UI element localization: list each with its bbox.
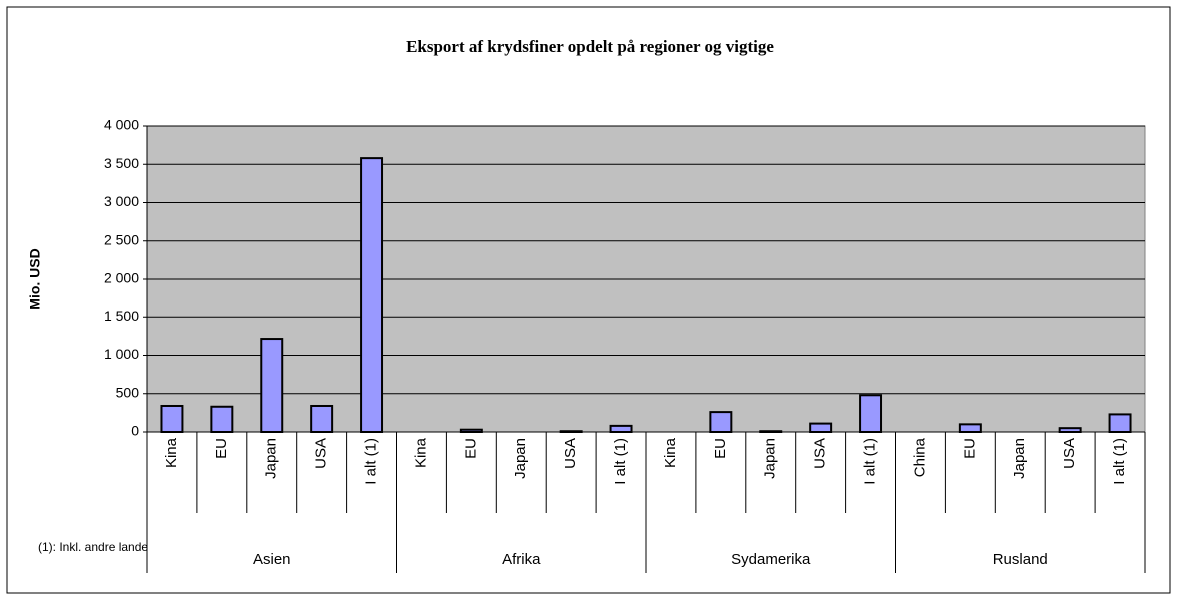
x-tick-label: Japan bbox=[512, 438, 529, 479]
bar bbox=[260, 338, 284, 433]
bar bbox=[759, 430, 783, 433]
bar bbox=[1058, 427, 1082, 433]
x-tick-label: USA bbox=[1061, 438, 1078, 469]
group-label: Sydamerika bbox=[731, 551, 811, 568]
x-tick-label: Japan bbox=[263, 438, 280, 479]
bar bbox=[709, 411, 733, 433]
bar bbox=[1108, 413, 1132, 433]
x-tick-label: I alt (1) bbox=[862, 438, 879, 485]
bar bbox=[559, 430, 583, 433]
group-label: Afrika bbox=[502, 551, 541, 568]
bar bbox=[809, 422, 833, 433]
y-tick-label: 500 bbox=[116, 384, 140, 400]
x-tick-label: Japan bbox=[762, 438, 779, 479]
x-tick-label: Japan bbox=[1011, 438, 1028, 479]
y-tick-label: 2 000 bbox=[104, 270, 139, 286]
bar bbox=[958, 423, 982, 434]
bar bbox=[160, 404, 184, 433]
bar bbox=[609, 424, 633, 434]
bar bbox=[859, 394, 883, 433]
x-tick-label: EU bbox=[712, 438, 729, 459]
x-tick-label: EU bbox=[213, 438, 230, 459]
x-tick-label: USA bbox=[313, 438, 330, 469]
x-tick-label: Kina bbox=[163, 437, 180, 468]
y-tick-label: 3 500 bbox=[104, 155, 139, 171]
x-tick-label: I alt (1) bbox=[1111, 438, 1128, 485]
x-tick-label: I alt (1) bbox=[612, 438, 629, 485]
x-tick-label: Kina bbox=[662, 437, 679, 468]
x-tick-label: EU bbox=[462, 438, 479, 459]
bar bbox=[459, 428, 483, 433]
x-tick-label: USA bbox=[562, 438, 579, 469]
footnote: (1): Inkl. andre lande bbox=[38, 540, 148, 554]
y-tick-label: 3 000 bbox=[104, 193, 139, 209]
x-tick-label: I alt (1) bbox=[363, 438, 380, 485]
bar bbox=[360, 157, 384, 433]
chart-title: Eksport af krydsfiner opdelt på regioner… bbox=[406, 37, 774, 56]
bar bbox=[210, 405, 234, 434]
y-tick-label: 0 bbox=[131, 423, 139, 439]
y-tick-label: 1 000 bbox=[104, 346, 139, 362]
x-tick-label: Kina bbox=[412, 437, 429, 468]
bar bbox=[310, 404, 334, 433]
x-tick-label: USA bbox=[812, 438, 829, 469]
group-label: Asien bbox=[253, 551, 291, 568]
y-tick-label: 1 500 bbox=[104, 308, 139, 324]
group-label: Rusland bbox=[993, 551, 1048, 568]
y-tick-label: 2 500 bbox=[104, 231, 139, 247]
x-tick-label: EU bbox=[961, 438, 978, 459]
y-tick-label: 4 000 bbox=[104, 117, 139, 133]
x-tick-label: China bbox=[911, 437, 928, 477]
y-axis-label: Mio. USD bbox=[27, 248, 43, 309]
